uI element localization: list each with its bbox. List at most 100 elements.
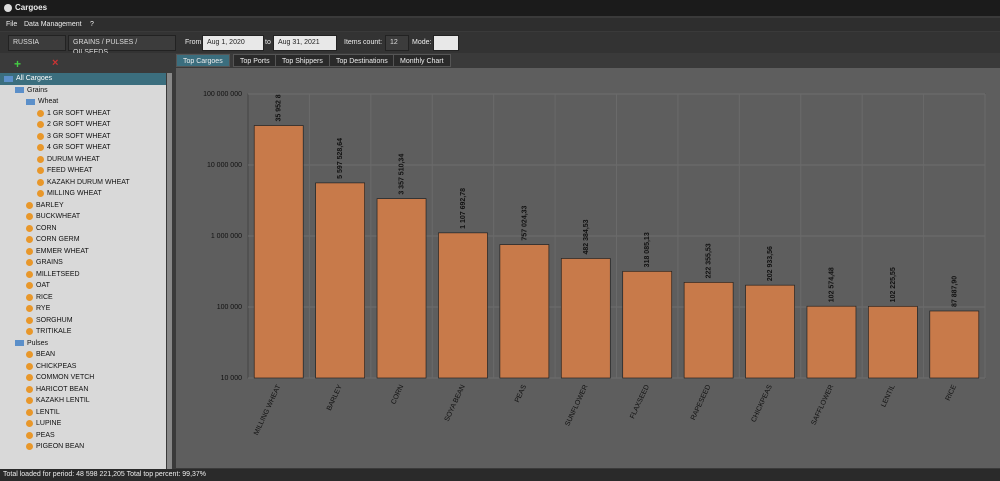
menu-item[interactable]: Data Management [24, 21, 82, 28]
tree-row[interactable]: LUPINE [0, 418, 166, 430]
bar [376, 198, 427, 379]
tree-row[interactable]: Wheat [0, 96, 166, 108]
tree-label: Grains [27, 86, 48, 94]
bar [868, 305, 918, 379]
chart: 10 000 100 000 1 000 000 10 000 000 100 000 … [176, 68, 1000, 468]
tab[interactable]: Monthly Chart [393, 54, 451, 67]
tree-row[interactable]: PEAS [0, 430, 166, 442]
tree-row[interactable]: BUCKWHEAT [0, 211, 166, 223]
data-label: 482 384,53 [583, 219, 590, 254]
tree-row[interactable]: Grains [0, 85, 166, 97]
data-label: 35 952 8 [276, 94, 283, 121]
group-select[interactable]: GRAINS / PULSES / OILSEEDS [68, 35, 176, 56]
tree-label: Pulses [27, 339, 49, 347]
data-label: 202 933,56 [767, 246, 774, 281]
tree-row[interactable]: SORGHUM [0, 315, 166, 327]
tree-label: HARICOT BEAN [36, 385, 89, 393]
date-from[interactable]: Aug 1, 2020 [202, 35, 264, 51]
tree-row[interactable]: TRITIKALE [0, 326, 166, 338]
tree-label: All Cargoes [16, 75, 53, 82]
tree-row[interactable]: 1 GR SOFT WHEAT [0, 108, 166, 120]
bar [315, 182, 365, 379]
tree-row[interactable]: KAZAKH DURUM WHEAT [0, 177, 166, 189]
tree-row[interactable]: 2 GR SOFT WHEAT [0, 119, 166, 131]
y-tick-label: 1 000 000 [211, 233, 242, 240]
tree-row[interactable]: EMMER WHEAT [0, 246, 166, 258]
tree-row[interactable]: OAT [0, 280, 166, 292]
bar [560, 258, 611, 379]
y-tick-label: 10 000 [221, 375, 243, 382]
label: to [265, 39, 271, 46]
tree-row[interactable]: PIGEON BEAN [0, 441, 166, 453]
data-label: 102 225,55 [890, 267, 897, 302]
tree-row[interactable]: CORN GERM [0, 234, 166, 246]
tree-row[interactable]: MILLING WHEAT [0, 188, 166, 200]
bar [499, 244, 550, 379]
tree-label: DURUM WHEAT [47, 155, 100, 163]
mode-select[interactable] [433, 35, 459, 51]
tab[interactable]: Top Shippers [275, 54, 330, 67]
tree-row[interactable]: CHICKPEAS [0, 361, 166, 373]
tree-row[interactable]: All Cargoes [0, 73, 166, 85]
tree-label: Wheat [38, 98, 59, 105]
tree-label: BARLEY [36, 201, 64, 209]
tree-label: 4 GR SOFT WHEAT [47, 144, 111, 151]
bar [438, 232, 488, 379]
tree-label: 2 GR SOFT WHEAT [47, 121, 111, 128]
country-select[interactable]: RUSSIA [8, 35, 66, 51]
tab[interactable]: Top Ports [233, 54, 277, 67]
tree-label: CORN GERM [36, 236, 80, 243]
tree-row[interactable]: HARICOT BEAN [0, 384, 166, 396]
bar [745, 284, 795, 379]
tree-label: RICE [36, 293, 53, 301]
data-label: 1 107 692,78 [460, 188, 467, 229]
tree-row[interactable]: 3 GR SOFT WHEAT [0, 131, 166, 143]
status-text: Total loaded for period: 48 598 221,205 … [3, 471, 207, 478]
tree-label: 3 GR SOFT WHEAT [47, 132, 111, 140]
cargo-tree: All Cargoes Grains Wheat 1 GR SOFT WHEAT 2 G… [0, 73, 166, 469]
tree-label: LUPINE [36, 420, 62, 427]
tab[interactable]: Top Cargoes [176, 54, 230, 67]
tree-label: KAZAKH DURUM WHEAT [47, 178, 130, 186]
tree-row[interactable]: LENTIL [0, 407, 166, 419]
tab[interactable]: Top Destinations [329, 54, 395, 67]
tree-label: CHICKPEAS [36, 362, 77, 370]
data-label: 318 085,13 [644, 232, 651, 267]
data-label: 102 574,48 [828, 267, 835, 302]
date-to[interactable]: Aug 31, 2021 [273, 35, 337, 51]
toolbar: RUSSIA GRAINS / PULSES / OILSEEDS From A… [0, 32, 1000, 56]
tree-row[interactable]: BARLEY [0, 200, 166, 212]
tree-row[interactable]: DURUM WHEAT [0, 154, 166, 166]
tree-row[interactable]: 4 GR SOFT WHEAT [0, 142, 166, 154]
tree-label: BEAN [36, 351, 56, 358]
menu-item[interactable]: ? [90, 21, 94, 28]
tree-label: TRITIKALE [36, 328, 72, 335]
y-tick-label: 10 000 000 [207, 162, 242, 169]
data-label: 3 357 510,34 [399, 154, 406, 195]
bar [622, 270, 673, 379]
tree-row[interactable]: Pulses [0, 338, 166, 350]
tree-row[interactable]: GRAINS [0, 257, 166, 269]
bar [683, 282, 734, 379]
tree-label: MILLETSEED [36, 270, 80, 278]
tree-row[interactable]: KAZAKH LENTIL [0, 395, 166, 407]
tree-label: FEED WHEAT [47, 167, 93, 174]
menu-bar: File Data Management ? [0, 18, 1000, 31]
tree-label: CORN [36, 224, 57, 232]
y-tick-label: 100 000 [217, 304, 242, 311]
tree-row[interactable]: COMMON VETCH [0, 372, 166, 384]
tree-label: GRAINS [36, 259, 63, 266]
tree-row[interactable]: MILLETSEED [0, 269, 166, 281]
count-select[interactable]: 12 [385, 35, 409, 51]
tree-row[interactable]: RICE [0, 292, 166, 304]
tree-label: RYE [36, 305, 51, 312]
scrollbar[interactable] [167, 73, 172, 469]
tree-row[interactable]: FEED WHEAT [0, 165, 166, 177]
tree-label: LENTIL [36, 408, 60, 416]
tree-label: OAT [36, 282, 50, 289]
tree-row[interactable]: BEAN [0, 349, 166, 361]
tree-label: 1 GR SOFT WHEAT [47, 109, 111, 117]
tree-row[interactable]: RYE [0, 303, 166, 315]
tree-row[interactable]: CORN [0, 223, 166, 235]
menu-item[interactable]: File [6, 21, 18, 28]
